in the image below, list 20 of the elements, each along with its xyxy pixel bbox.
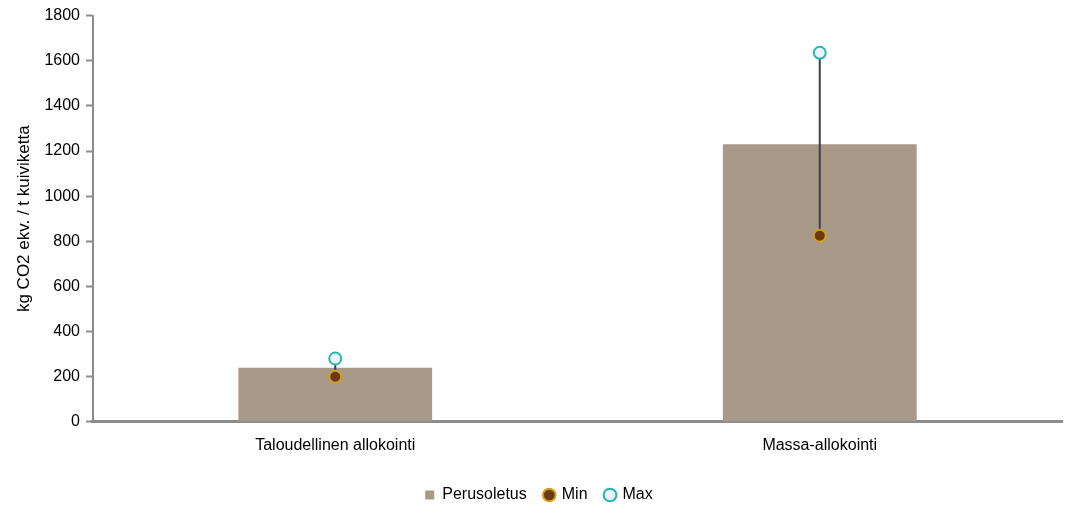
y-tick-label: 1600 (44, 51, 81, 69)
y-tick-label: 1800 (44, 6, 81, 24)
x-tick-label: Taloudellinen allokointi (255, 435, 416, 453)
y-tick-label: 1000 (44, 186, 81, 204)
y-tick-label: 800 (53, 231, 81, 249)
point (812, 228, 827, 243)
x-tick-label: Massa-allokointi (762, 435, 878, 453)
y-tick-label: 1400 (44, 96, 81, 114)
point (812, 45, 827, 60)
point (328, 369, 343, 384)
y-tick-label: 200 (53, 367, 81, 385)
y-tick-label: 400 (53, 321, 81, 339)
y-tick-label: 1200 (44, 141, 81, 159)
y-tick-label: 600 (53, 276, 81, 294)
legend-label: Max (622, 485, 653, 503)
legend-label: Perusoletus (442, 485, 527, 503)
legend-label: Min (561, 485, 588, 503)
point (328, 351, 343, 366)
y-axis-title: kg CO2 ekv. / t kuiviketta (13, 124, 33, 313)
y-tick-label: 0 (71, 412, 81, 430)
